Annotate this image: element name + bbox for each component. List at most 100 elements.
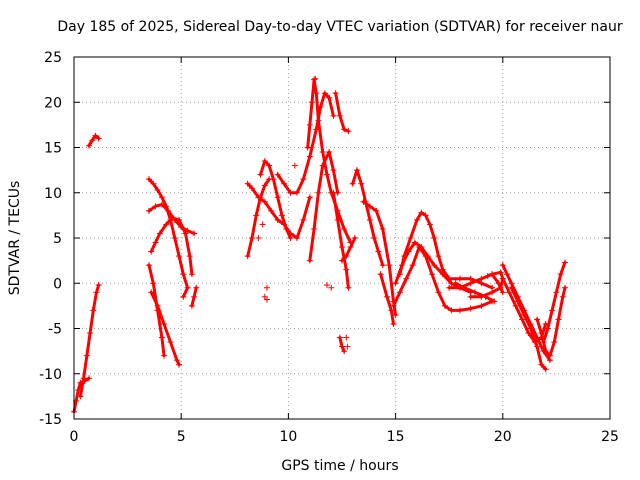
data-point [304, 144, 311, 151]
data-point [186, 253, 193, 260]
data-point [551, 339, 558, 346]
data-point [366, 216, 373, 223]
series-trace [501, 263, 552, 362]
data-point [244, 180, 251, 187]
data-point [354, 167, 361, 174]
data-point [343, 253, 350, 260]
data-point [519, 316, 526, 323]
data-point [439, 271, 446, 278]
data-point [418, 244, 425, 251]
data-point [403, 275, 410, 282]
data-point [396, 289, 403, 296]
series-trace [276, 91, 335, 195]
data-point [87, 330, 94, 337]
data-point [287, 235, 294, 241]
data-point [300, 216, 307, 223]
data-point [323, 171, 330, 178]
data-point [86, 375, 93, 382]
data-point [259, 221, 266, 228]
data-point [188, 302, 195, 309]
data-point [77, 393, 84, 400]
data-point [561, 284, 568, 291]
data-point [319, 162, 326, 169]
series-arc-22 [377, 271, 397, 327]
series-trace [306, 78, 353, 244]
data-point [512, 302, 519, 309]
data-point [499, 275, 506, 282]
data-point [390, 320, 397, 327]
data-point [180, 271, 187, 278]
data-point [379, 262, 386, 269]
data-point [161, 320, 168, 327]
y-tick-label: 10 [44, 186, 62, 202]
data-point [531, 339, 538, 346]
data-point [173, 357, 180, 364]
data-point [555, 316, 562, 323]
data-point [371, 235, 378, 241]
series-arc-32 [534, 284, 568, 359]
data-point [553, 289, 560, 296]
data-point [306, 153, 313, 160]
data-point [152, 203, 159, 210]
data-point [283, 225, 290, 232]
data-point [83, 352, 90, 359]
series-arc-18 [349, 167, 386, 269]
data-point [542, 366, 549, 373]
data-point [274, 171, 281, 178]
data-point [95, 135, 102, 142]
data-point [146, 262, 153, 269]
data-point [184, 227, 191, 234]
series-trace [259, 159, 292, 240]
data-point [549, 307, 556, 314]
data-point [446, 284, 453, 291]
data-point [291, 162, 298, 169]
series-arc-13 [274, 90, 337, 196]
data-point [431, 235, 438, 241]
data-point [467, 305, 474, 312]
data-point [388, 307, 395, 314]
data-point [339, 343, 345, 350]
data-point [278, 212, 285, 219]
data-point [263, 296, 270, 303]
data-point [266, 162, 273, 169]
y-tick-label: 5 [53, 231, 62, 247]
data-point [386, 262, 393, 269]
data-point [193, 284, 200, 291]
data-point [407, 235, 414, 241]
data-point [89, 137, 96, 144]
data-point [499, 262, 506, 269]
data-point [435, 253, 442, 260]
y-tick-label: -10 [39, 367, 62, 383]
data-point [330, 167, 337, 174]
data-point [379, 225, 386, 232]
series-layer [71, 75, 568, 415]
series-arc-14 [304, 76, 354, 246]
data-point [424, 253, 431, 260]
data-point [315, 117, 322, 124]
data-point [92, 132, 99, 139]
data-point [409, 262, 416, 269]
data-point [557, 271, 564, 278]
series-arc-33 [484, 271, 506, 296]
data-point [339, 257, 345, 264]
y-tick-label: 20 [44, 95, 62, 111]
data-point [341, 225, 348, 232]
data-point [344, 343, 351, 350]
data-point [334, 216, 341, 223]
data-point [146, 207, 153, 214]
scattered-points [255, 75, 351, 350]
series-arc-9 [188, 284, 200, 309]
data-point [248, 185, 255, 192]
data-point [478, 302, 485, 309]
data-point [491, 298, 498, 305]
data-point [326, 149, 333, 156]
x-tick-label: 20 [494, 429, 512, 445]
data-point [323, 282, 330, 289]
data-point [525, 330, 532, 337]
data-point [163, 221, 170, 228]
data-point [411, 239, 418, 246]
data-point [180, 293, 187, 300]
data-point [471, 289, 478, 296]
data-point [176, 361, 183, 368]
data-point [150, 280, 157, 287]
